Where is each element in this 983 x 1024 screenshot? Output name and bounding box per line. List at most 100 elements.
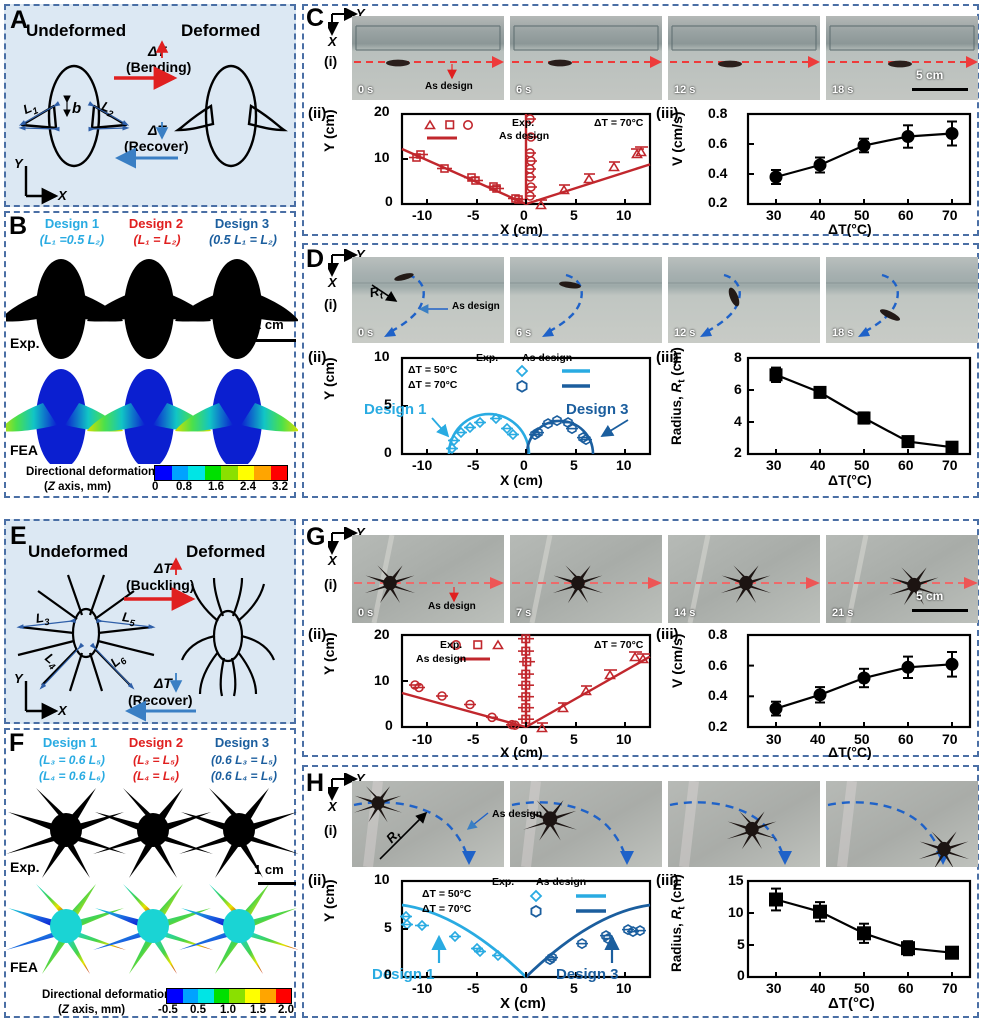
panel-d-chart-ii-legend-line: As design: [522, 352, 573, 364]
panel-c-frame-1-time: 0 s: [358, 84, 374, 96]
panel-c-chart-iii-xtick-60: 60: [898, 207, 914, 223]
panel-b-colorbar: [154, 465, 288, 481]
panel-e: E Undeformed Deformed ΔT (Buckling) ΔT (…: [4, 519, 296, 724]
panel-c-label: C: [306, 4, 325, 32]
panel-h-chart-ii-xtick--10: -10: [412, 980, 433, 996]
panel-h-chart-ii-legend-row-2: ΔT = 70°C: [422, 903, 472, 915]
panel-b-colorbar-tick-3: 2.4: [240, 481, 256, 493]
panel-h-chart-ii: [400, 879, 652, 979]
panel-e-title-deformed: Deformed: [186, 542, 266, 561]
panel-g-sub-i: (i): [324, 576, 338, 592]
panel-d-chart-iii-xtick-70: 70: [942, 457, 958, 473]
panel-g-frame-1-time: 0 s: [358, 607, 374, 619]
panel-h-chart-ii-xlabel: X (cm): [500, 995, 546, 1012]
panel-a-axis-x: X: [58, 188, 67, 203]
panel-f-design-3-formula-1: (0.6 L₃ = L₅): [211, 753, 277, 767]
panel-a-axis-y: Y: [14, 156, 23, 171]
panel-h-chart-ii-xtick--5: -5: [467, 980, 480, 996]
panel-c-chart-iii-ytick-02: 0.2: [708, 194, 728, 210]
panel-h-chart-ii-legend-row-1: ΔT = 50°C: [422, 888, 472, 900]
panel-a-recover-caption: (Recover): [124, 138, 189, 154]
panel-a-label-b: b: [72, 100, 82, 117]
panel-c-chart-ii-xtick-10: 10: [616, 207, 632, 223]
panel-h-chart-ii-ytick-5: 5: [384, 919, 392, 935]
panel-d-axis-x: X: [328, 275, 337, 290]
panel-d-sub-iii: (iii): [656, 349, 679, 366]
panel-e-title-undeformed: Undeformed: [28, 542, 129, 561]
panel-a-graphics: [18, 40, 288, 205]
panel-f-specimens: [6, 788, 298, 974]
panel-c-chart-ii-ytick-0: 0: [385, 193, 393, 209]
panel-h-chart-iii-ylabel: Radius, Rt (cm): [669, 874, 688, 972]
panel-c-chart-iii-xtick-70: 70: [942, 207, 958, 223]
panel-h-chart-iii-ytick-10: 10: [728, 904, 744, 920]
panel-c-chart-ii-xtick-5: 5: [570, 207, 578, 223]
panel-g-chart-ii-ylabel: Y (cm): [321, 632, 337, 675]
panel-d-chart-ii-legend-exp: Exp.: [476, 352, 499, 364]
panel-f-design-1-formula-2: (L₄ = 0.6 L₆): [39, 769, 105, 783]
panel-f-colorbar-tick-2: 1.0: [220, 1004, 236, 1016]
panel-h-chart-iii-xtick-60: 60: [898, 980, 914, 996]
panel-e-graphics: [16, 557, 276, 722]
panel-g-sub-iii: (iii): [656, 626, 679, 643]
panel-f-scalebar: [258, 882, 296, 885]
panel-d-sub-ii: (ii): [308, 349, 327, 366]
panel-d-frame-1-time: 0 s: [358, 327, 374, 339]
panel-a-title-deformed: Deformed: [181, 21, 261, 40]
panel-d-frame-4-time: 18 s: [832, 327, 854, 339]
panel-b-colorbar-tick-2: 1.6: [208, 481, 224, 493]
panel-d-chart-ii-ytick-5: 5: [384, 396, 392, 412]
panel-g-chart-iii-xlabel: ΔT(°C): [828, 744, 872, 760]
panel-c-frame-3-time: 12 s: [674, 84, 696, 96]
panel-h-chart-iii: [746, 879, 972, 979]
panel-f-design-2-formula-1: (L₃ = L₅): [133, 753, 179, 767]
panel-a-title-undeformed: Undeformed: [26, 21, 127, 40]
panel-g-frame-3-time: 14 s: [674, 607, 696, 619]
panel-d-chart-ii: [400, 356, 652, 456]
panel-h-chart-ii-xtick-0: 0: [520, 980, 528, 996]
panel-f-design-2-name: Design 2: [128, 735, 184, 750]
panel-g-chart-ii-ytick-0: 0: [385, 717, 393, 733]
panel-g-chart-ii-xtick-10: 10: [616, 731, 632, 747]
panel-g-frame-4-time: 21 s: [832, 607, 854, 619]
panel-c-chart-ii-xtick-0: 0: [520, 207, 528, 223]
panel-d-frame-2-time: 6 s: [516, 327, 532, 339]
panel-f-design-2-formula-2: (L₄ = L₆): [133, 769, 179, 783]
panel-h-axis-y: Y: [356, 771, 365, 786]
panel-g-chart-ii: [400, 633, 652, 733]
panel-d-chart-ii-xtick-10: 10: [616, 457, 632, 473]
panel-e-label-L3: L3: [34, 609, 51, 628]
panel-h-frames: [352, 781, 978, 867]
panel-g-chart-iii-ytick-08: 0.8: [708, 626, 728, 642]
panel-d-sub-i: (i): [324, 296, 338, 312]
panel-g-chart-ii-xtick--10: -10: [412, 731, 433, 747]
panel-d-frame-3-time: 12 s: [674, 327, 696, 339]
panel-c-chart-iii-ytick-08: 0.8: [708, 105, 728, 121]
panel-g-chart-iii-xtick-60: 60: [898, 731, 914, 747]
panel-c-chart-iii-xtick-30: 30: [766, 207, 782, 223]
panel-b-design-3-formula: (0.5 L₁ = L₂): [209, 233, 277, 247]
panel-g-chart-iii-ylabel: V (cm/s): [669, 633, 685, 688]
panel-g-chart-iii-ytick-06: 0.6: [708, 657, 728, 673]
panel-d-chart-ii-callout-1: Design 1: [364, 401, 427, 418]
panel-g-axis-icon: [328, 527, 358, 555]
panel-d-chart-ii-xtick-5: 5: [570, 457, 578, 473]
panel-d-chart-ii-xtick-0: 0: [520, 457, 528, 473]
panel-g: G Y X (i): [302, 519, 979, 760]
panel-d-chart-ii-ytick-10: 10: [374, 348, 390, 364]
panel-c-axis-icon: [328, 8, 358, 36]
panel-g-chart-iii-ytick-04: 0.4: [708, 687, 728, 703]
panel-c-chart-ii-legend-line: As design: [499, 130, 550, 142]
panel-b-row-exp-label: Exp.: [10, 335, 40, 351]
panel-h-chart-iii-xlabel: ΔT(°C): [828, 995, 875, 1012]
panel-b-row-fea-label: FEA: [10, 442, 38, 458]
panel-b-design-1-formula: (L₁ =0.5 L₂): [39, 233, 105, 247]
panel-g-chart-iii-xtick-70: 70: [942, 731, 958, 747]
panel-d-chart-ii-xlabel: X (cm): [500, 472, 543, 488]
panel-e-label: E: [10, 522, 27, 550]
panel-h-chart-ii-ytick-0: 0: [384, 966, 392, 982]
panel-f-row-fea-label: FEA: [10, 959, 38, 975]
panel-h-chart-iii-ytick-15: 15: [728, 872, 744, 888]
panel-c-chart-ii-ytick-20: 20: [374, 103, 390, 119]
panel-c-chart-ii: [400, 112, 652, 210]
